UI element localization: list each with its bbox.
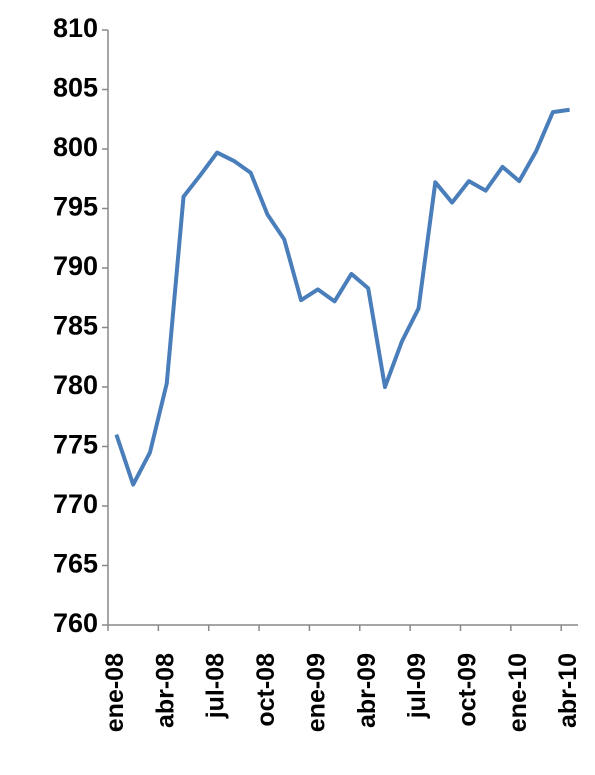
- y-tick-label: 790: [53, 251, 98, 281]
- y-tick-label: 805: [53, 73, 98, 103]
- y-tick-label: 775: [53, 430, 98, 460]
- y-tick-label: 810: [53, 13, 98, 43]
- x-tick-label: jul-08: [202, 653, 230, 719]
- x-tick-label: ene-08: [101, 653, 129, 732]
- y-tick-label: 780: [53, 370, 98, 400]
- y-tick-label: 760: [53, 608, 98, 638]
- y-tick-label: 765: [53, 549, 98, 579]
- line-series: [114, 107, 570, 487]
- y-tick-label: 785: [53, 311, 98, 341]
- x-tick-label: abr-09: [353, 653, 381, 728]
- x-tick-label: ene-09: [302, 653, 330, 732]
- x-tick-label: abr-10: [554, 653, 582, 728]
- x-tick-label: jul-09: [403, 653, 431, 719]
- y-tick-label: 800: [53, 132, 98, 162]
- y-tick-label: 770: [53, 489, 98, 519]
- y-tick-label: 795: [53, 192, 98, 222]
- x-tick-label: ene-10: [504, 653, 532, 732]
- x-tick-label: oct-08: [252, 653, 280, 727]
- x-tick-label: abr-08: [151, 653, 179, 728]
- x-tick-label: oct-09: [454, 653, 482, 727]
